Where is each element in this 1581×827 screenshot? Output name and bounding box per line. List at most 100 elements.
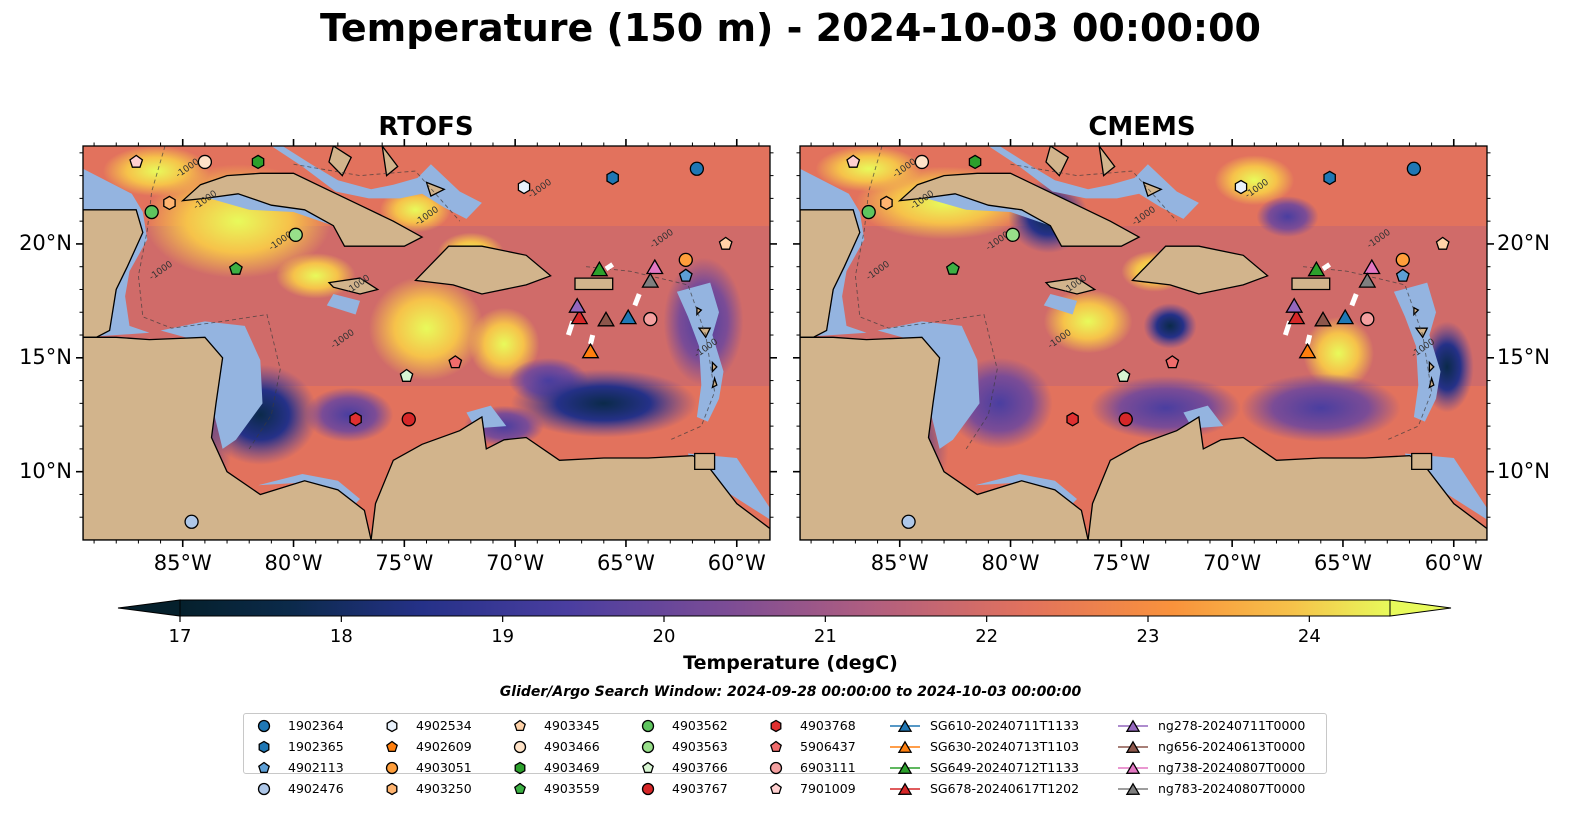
triangle-marker bbox=[1125, 761, 1141, 774]
pentagon-marker-icon bbox=[514, 719, 526, 732]
shelf-panama bbox=[258, 474, 360, 506]
map-marker-sg678-20240617t1202 bbox=[570, 308, 589, 325]
depth-contour-2 bbox=[293, 163, 461, 222]
legend-label: 4903466 bbox=[544, 739, 600, 754]
map-marker-6903111 bbox=[643, 311, 658, 327]
land-jamaica bbox=[327, 277, 380, 295]
map-marker-ng278-20240711t0000 bbox=[568, 297, 587, 313]
land-bahamas2 bbox=[381, 146, 399, 177]
map-marker-4903767 bbox=[401, 412, 416, 427]
shelf-antilles bbox=[676, 282, 724, 422]
pentagon-marker-icon bbox=[770, 740, 782, 753]
map-marker-4903250 bbox=[163, 195, 176, 211]
map-marker-4903466 bbox=[197, 154, 213, 170]
map-marker-sg610-20240711t1133 bbox=[619, 308, 638, 325]
colorbar-tick-label: 18 bbox=[329, 626, 353, 647]
lon-tick-label: 75°W bbox=[375, 551, 434, 575]
map-marker-1902364 bbox=[1406, 161, 1422, 176]
lon-tick-label: 60°W bbox=[1424, 551, 1483, 575]
shelf-bahamas bbox=[271, 146, 482, 219]
triangle-marker bbox=[1125, 782, 1141, 795]
legend-label: ng656-20240613T0000 bbox=[1158, 739, 1306, 754]
land-bahamas3 bbox=[425, 181, 446, 198]
colorbar-tick-label: 19 bbox=[491, 626, 515, 647]
colorbar-extend-low bbox=[117, 599, 181, 617]
land-hispaniola bbox=[414, 245, 552, 295]
legend-label: 4903767 bbox=[672, 781, 728, 796]
pentagon-marker-icon bbox=[258, 761, 270, 774]
lon-tick-label: 65°W bbox=[1313, 551, 1372, 575]
map-marker-4902534 bbox=[517, 179, 531, 195]
map-marker-4903051 bbox=[1395, 252, 1410, 268]
circle-marker-icon bbox=[769, 761, 783, 775]
land-bahamas2 bbox=[1098, 146, 1116, 177]
land-trinidad bbox=[694, 452, 716, 471]
colorbar bbox=[117, 599, 1452, 622]
triangle-marker-icon bbox=[890, 782, 920, 795]
shelf-pedro bbox=[326, 294, 360, 315]
map-marker-ng738-20240807t0000 bbox=[1362, 258, 1381, 275]
lon-tick-label: 85°W bbox=[870, 551, 929, 575]
circle-marker-icon bbox=[513, 740, 527, 754]
triangle-marker-icon bbox=[890, 740, 920, 753]
map-marker-4902476 bbox=[184, 514, 199, 529]
land-bahamas3 bbox=[1142, 181, 1163, 198]
pentagon-marker bbox=[514, 782, 526, 795]
map-marker-ng783-20240807t0000 bbox=[1358, 272, 1377, 288]
legend-label: 7901009 bbox=[800, 781, 856, 796]
map-marker-4903559 bbox=[228, 261, 243, 275]
legend-label: SG649-20240712T1133 bbox=[930, 760, 1080, 775]
pentagon-marker bbox=[642, 761, 654, 774]
legend-label: SG678-20240617T1202 bbox=[930, 781, 1080, 796]
map-marker-ng656-20240613t0000 bbox=[1314, 311, 1332, 327]
pentagon-marker-icon bbox=[642, 761, 654, 774]
temperature-feature-11 bbox=[1143, 303, 1197, 349]
figure-title: Temperature (150 m) - 2024-10-03 00:00:0… bbox=[319, 6, 1261, 50]
map-marker-4903766 bbox=[1116, 368, 1131, 382]
legend-label: 4903559 bbox=[544, 781, 600, 796]
circle-marker-icon bbox=[641, 740, 655, 754]
temperature-feature-7 bbox=[1090, 376, 1242, 440]
temperature-feature-1 bbox=[815, 146, 922, 192]
triangle-marker-icon bbox=[890, 761, 920, 774]
depth-contour-1 bbox=[586, 266, 716, 441]
triangle-marker bbox=[897, 719, 913, 732]
map-marker-4902534 bbox=[1234, 179, 1248, 195]
map-marker-5906437 bbox=[1165, 355, 1180, 369]
glider-track-3 bbox=[1321, 262, 1332, 272]
circle-marker bbox=[385, 761, 399, 775]
triangle-marker-icon bbox=[1118, 782, 1148, 795]
hexagon-marker-icon bbox=[770, 719, 782, 733]
map-marker-4903469 bbox=[251, 154, 265, 170]
map-marker-4903562 bbox=[861, 204, 876, 220]
circle-marker bbox=[769, 761, 783, 775]
land-central bbox=[800, 336, 1089, 540]
temperature-feature-1 bbox=[102, 146, 210, 197]
pentagon-marker-icon bbox=[514, 782, 526, 795]
legend-label: ng783-20240807T0000 bbox=[1158, 781, 1306, 796]
land-jamaica bbox=[1044, 277, 1097, 295]
land-cuba bbox=[897, 172, 1141, 247]
map-marker-ng278-20240711t0000 bbox=[1285, 297, 1304, 313]
legend-label: ng738-20240807T0000 bbox=[1158, 760, 1306, 775]
map-marker-4902476 bbox=[901, 514, 916, 529]
glider-track-2 bbox=[632, 293, 642, 307]
temperature-feature-10 bbox=[304, 387, 394, 443]
depth-contour-1 bbox=[1303, 266, 1433, 441]
shelf-mosquito bbox=[877, 321, 980, 449]
map-panel-rtofs: -1000-1000-1000-1000-1000-1000-1000-1000… bbox=[76, 139, 777, 547]
pentagon-marker-icon bbox=[770, 782, 782, 795]
map-marker-7901009 bbox=[846, 154, 861, 168]
triangle-marker bbox=[1125, 719, 1141, 732]
map-marker-4903767 bbox=[1118, 412, 1133, 427]
legend-label: SG630-20240713T1103 bbox=[930, 739, 1080, 754]
circle-marker bbox=[641, 740, 655, 754]
legend-label: 4902476 bbox=[288, 781, 344, 796]
lat-tick-label-left: 15°N bbox=[19, 344, 72, 369]
lat-tick-label-left: 20°N bbox=[19, 230, 72, 255]
temperature-feature-3 bbox=[468, 307, 540, 381]
triangle-marker-icon bbox=[1118, 761, 1148, 774]
shelf-bahamas bbox=[988, 146, 1199, 219]
temperature-feature-2 bbox=[368, 275, 485, 381]
temperature-feature-3 bbox=[1214, 155, 1295, 206]
